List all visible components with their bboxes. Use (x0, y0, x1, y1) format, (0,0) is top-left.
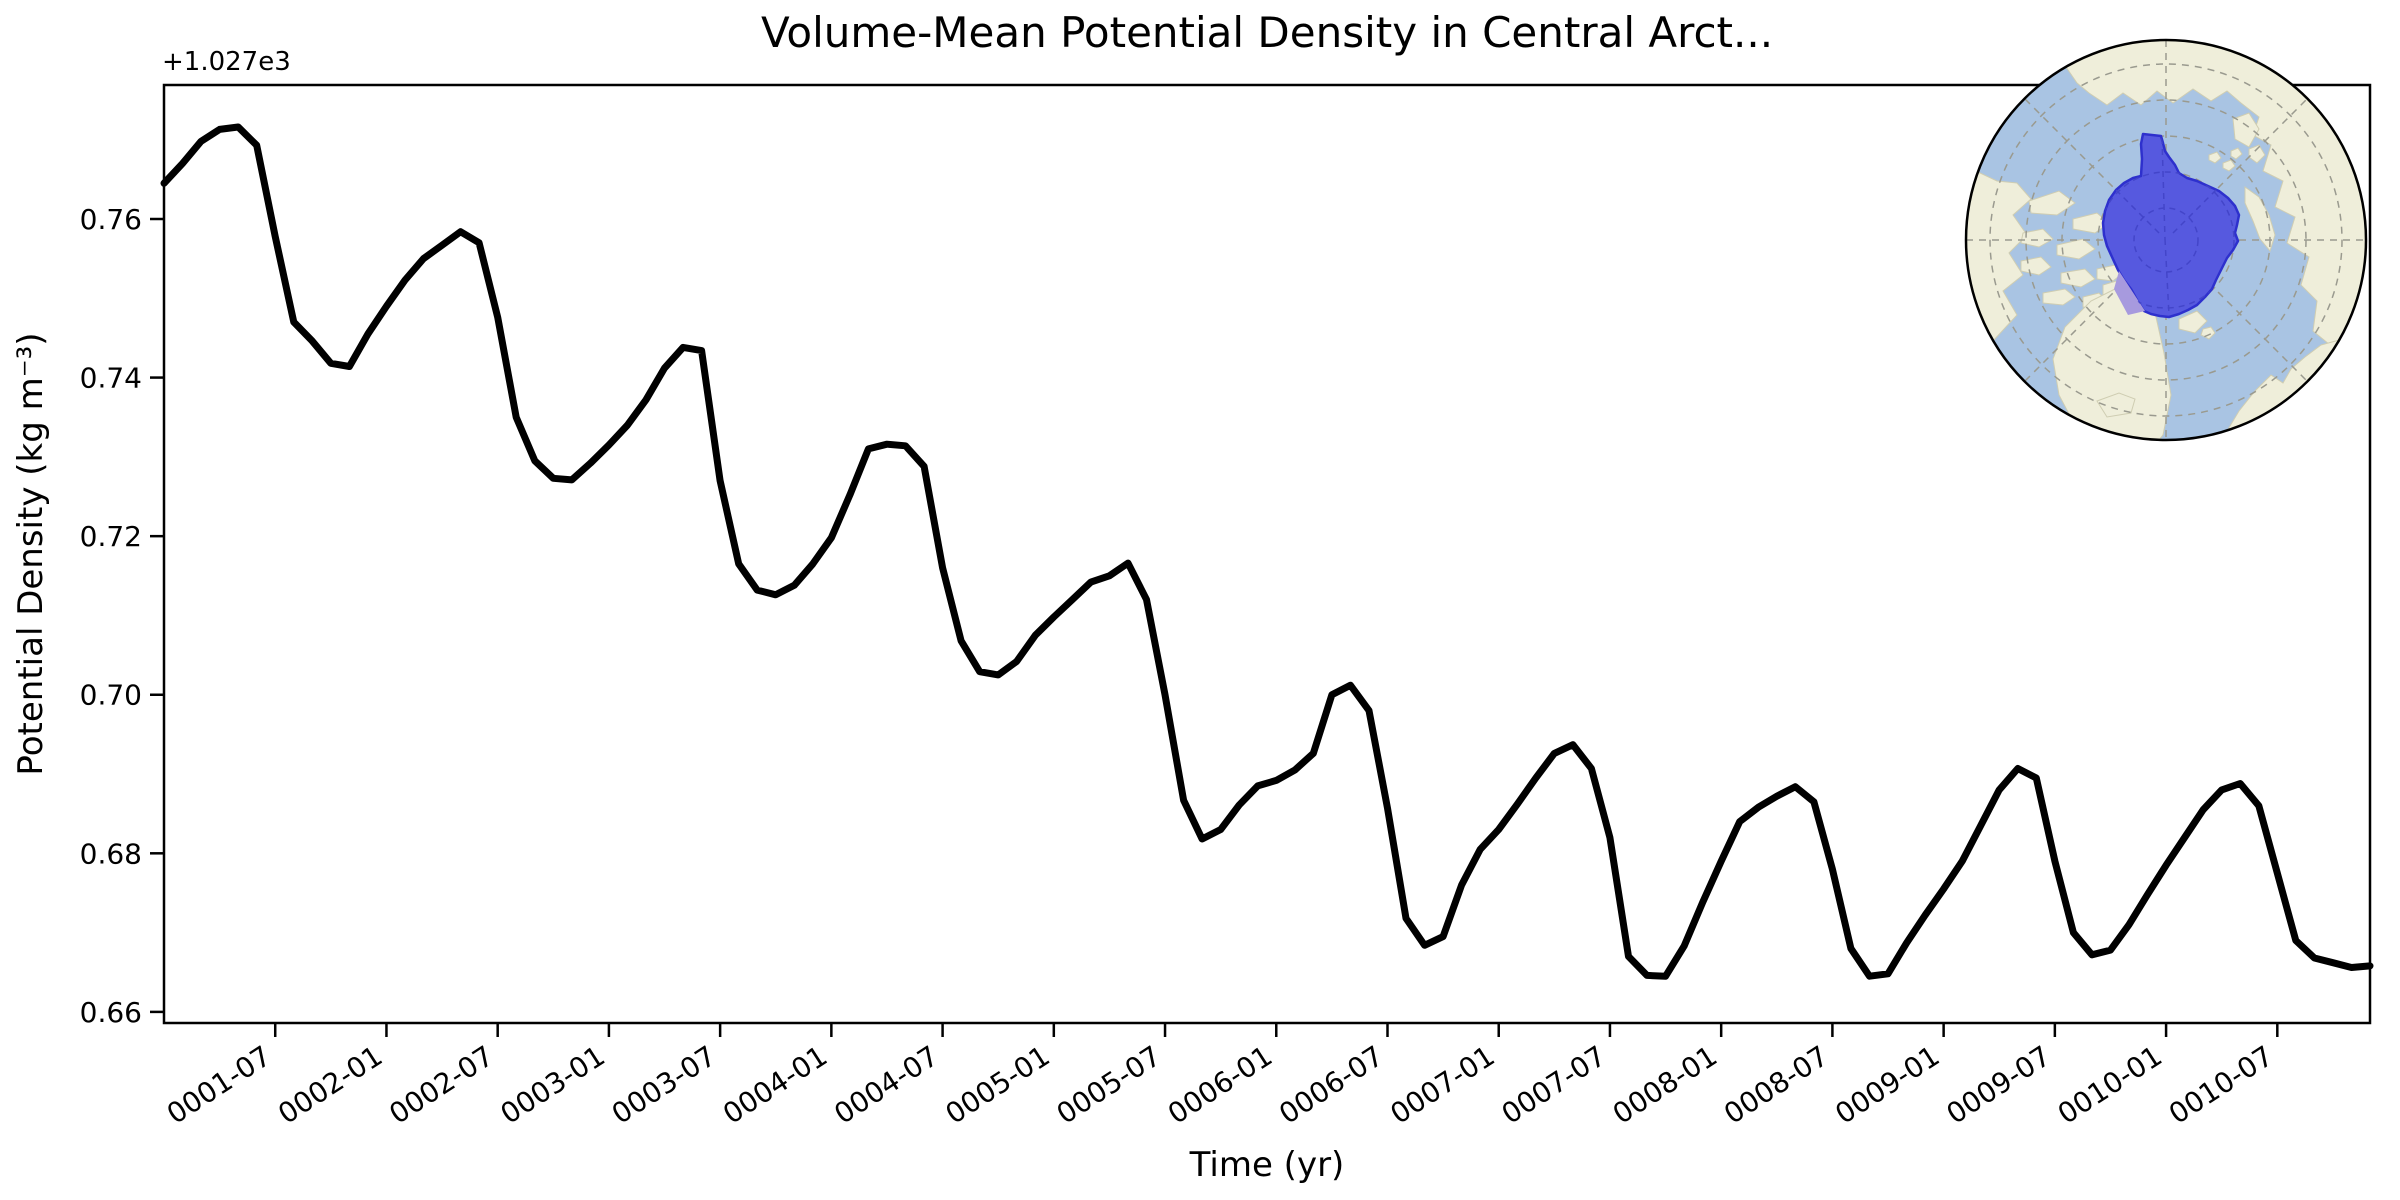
land-franz-josef (2208, 147, 2243, 172)
y-tick-label: 0.68 (80, 837, 142, 870)
y-axis-label: Potential Density (kg m⁻³) (11, 332, 51, 775)
y-tick-label: 0.66 (80, 996, 142, 1029)
y-tick-label: 0.70 (80, 679, 142, 712)
land-svalbard (2178, 310, 2216, 340)
region-meridian-line (2164, 238, 2170, 316)
density-line-series (160, 123, 2374, 980)
chart-title: Volume-Mean Potential Density in Central… (761, 8, 1773, 57)
y-axis-offset-label: +1.027e3 (162, 47, 291, 77)
region-graticule-circle (2103, 171, 2235, 309)
central-arctic-region (2101, 132, 2241, 319)
land-severnaya-zemlya (2232, 112, 2266, 164)
y-axis-ticks: 0.66 0.68 0.70 0.72 0.74 0.76 (80, 203, 164, 1029)
y-tick-label: 0.74 (80, 362, 142, 395)
land-novaya-zemlya (2244, 186, 2276, 253)
x-axis-label: Time (yr) (1189, 1145, 1345, 1185)
region-meridian-line (2161, 137, 2166, 240)
y-tick-label: 0.76 (80, 203, 142, 236)
map-border-circle (1964, 38, 2368, 442)
plot-frame (162, 83, 2372, 1025)
region-overlay-patch (2114, 271, 2145, 315)
y-tick-label: 0.72 (80, 520, 142, 553)
region-graticule-circle (2133, 207, 2199, 273)
graticule-circle (1989, 63, 2343, 417)
